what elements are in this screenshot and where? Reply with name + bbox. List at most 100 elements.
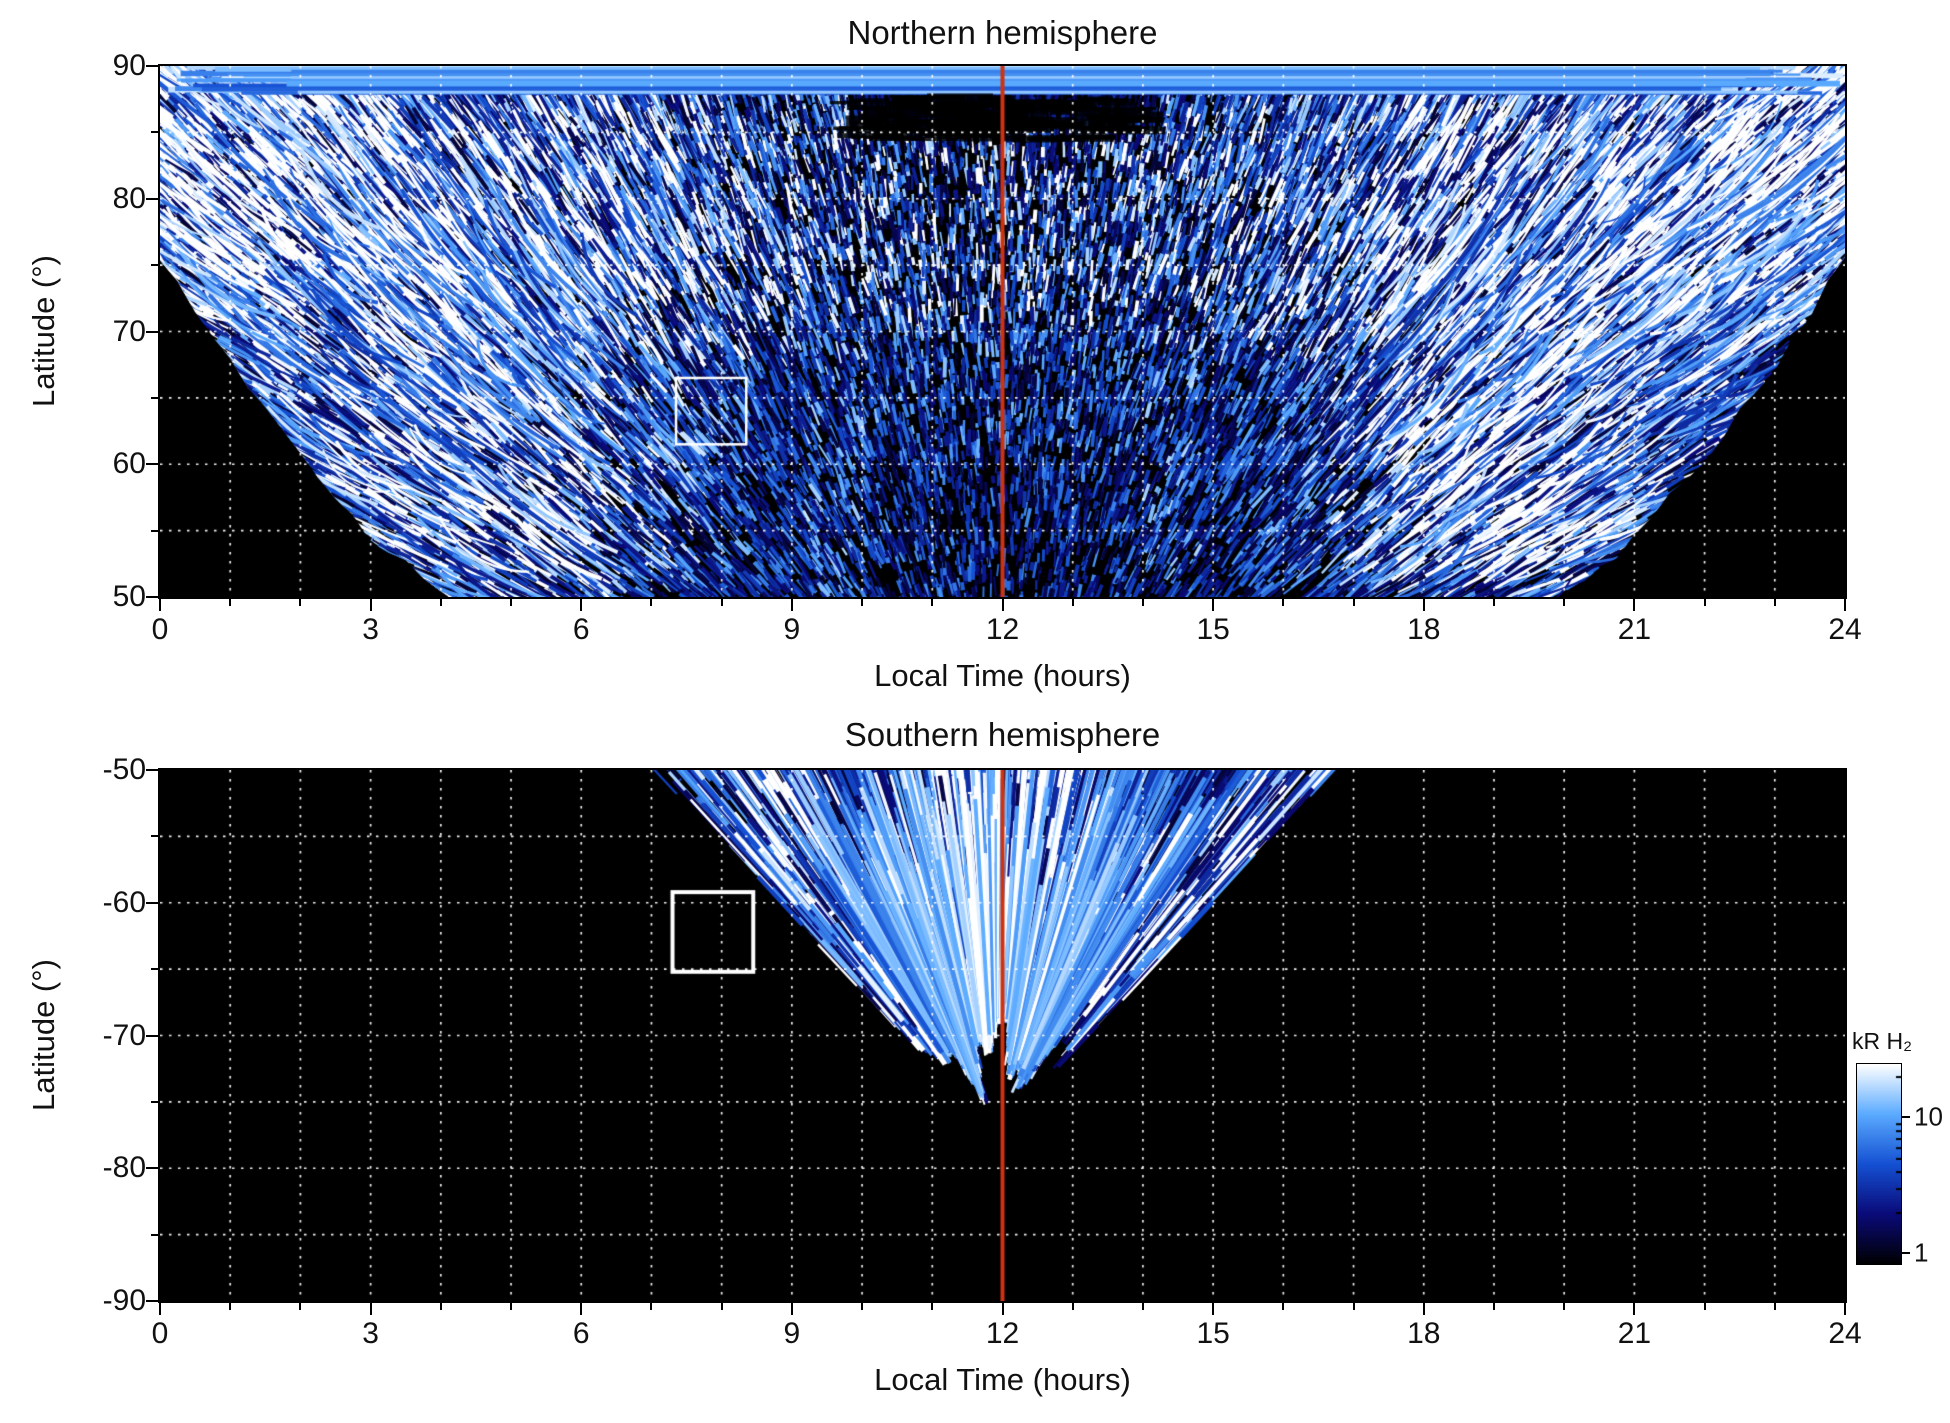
north-x-tick-label: 9 xyxy=(783,613,801,646)
colorbar-tick-label: 10 xyxy=(1914,1101,1943,1132)
north-y-tick-label: 70 xyxy=(112,314,146,348)
north-y-minor-tick xyxy=(151,529,158,532)
south-y-tick-mark xyxy=(146,769,158,771)
south-x-tick-label: 3 xyxy=(362,1317,379,1350)
north-x-minor-tick xyxy=(299,599,302,606)
south-x-minor-tick xyxy=(1352,1303,1355,1310)
south-x-tick-mark xyxy=(159,1303,161,1315)
north-x-minor-tick xyxy=(1703,599,1706,606)
north-x-tick-label: 3 xyxy=(362,613,379,646)
south-x-tick-label: 15 xyxy=(1196,1317,1230,1350)
north-x-tick-label: 6 xyxy=(572,613,590,646)
south-x-minor-tick xyxy=(1563,1303,1566,1310)
south-x-tick-label: 12 xyxy=(985,1317,1020,1350)
north-x-tick-mark xyxy=(1212,599,1215,611)
north-xlabel: Local Time (hours) xyxy=(874,658,1131,693)
south-x-tick-mark xyxy=(369,1303,372,1315)
north-title: Northern hemisphere xyxy=(847,14,1158,51)
north-x-tick-label: 0 xyxy=(151,613,169,646)
south-x-tick-label: 0 xyxy=(151,1317,169,1350)
north-ylabel: Latitude (°) xyxy=(26,255,61,407)
north-x-minor-tick xyxy=(1071,599,1074,606)
south-x-minor-tick xyxy=(1282,1303,1285,1310)
south-y-minor-tick xyxy=(151,1233,158,1236)
north-y-minor-tick xyxy=(151,131,158,134)
south-y-tick-label: -80 xyxy=(102,1151,146,1185)
north-x-tick-label: 12 xyxy=(985,613,1020,646)
south-x-minor-tick xyxy=(510,1303,513,1310)
south-y-tick-label: -70 xyxy=(102,1018,146,1052)
colorbar-tick-mark xyxy=(1902,1116,1910,1118)
north-y-tick-mark xyxy=(146,596,158,598)
south-x-tick-mark xyxy=(580,1303,583,1315)
south-y-tick-label: -60 xyxy=(102,885,146,919)
south-y-tick-mark xyxy=(146,1034,158,1037)
south-x-tick-label: 6 xyxy=(572,1317,590,1350)
south-y-tick-label: -50 xyxy=(102,753,146,786)
north-y-tick-label: 60 xyxy=(112,447,146,481)
south-y-minor-tick xyxy=(151,835,158,838)
north-x-minor-tick xyxy=(931,599,934,606)
south-x-minor-tick xyxy=(1141,1303,1144,1310)
north-x-minor-tick xyxy=(439,599,442,606)
north-x-tick-mark xyxy=(1422,599,1425,611)
south-plot-area xyxy=(158,768,1847,1303)
south-x-tick-mark xyxy=(1212,1303,1215,1315)
north-plot-area xyxy=(158,64,1847,599)
north-y-tick-label: 90 xyxy=(112,49,146,82)
north-y-minor-tick xyxy=(151,396,158,399)
colorbar-label: kR H₂ xyxy=(1852,1028,1913,1054)
colorbar-tick-mark xyxy=(1902,1252,1910,1254)
north-x-tick-mark xyxy=(159,599,161,611)
south-x-minor-tick xyxy=(1703,1303,1706,1310)
south-x-minor-tick xyxy=(1071,1303,1074,1310)
south-x-minor-tick xyxy=(1492,1303,1495,1310)
south-y-tick-label: -90 xyxy=(102,1284,146,1317)
north-x-tick-mark xyxy=(1001,599,1004,611)
south-y-minor-tick xyxy=(151,1100,158,1103)
south-x-tick-mark xyxy=(1001,1303,1004,1315)
north-y-tick-mark xyxy=(146,463,158,466)
colorbar-tick-label: 1 xyxy=(1914,1237,1929,1268)
north-x-minor-tick xyxy=(510,599,513,606)
north-heatmap xyxy=(160,66,1845,597)
south-x-tick-label: 9 xyxy=(783,1317,801,1350)
north-y-tick-label: 50 xyxy=(112,580,146,613)
north-x-minor-tick xyxy=(650,599,653,606)
north-x-tick-mark xyxy=(1844,599,1846,611)
north-x-minor-tick xyxy=(1492,599,1495,606)
south-y-tick-mark xyxy=(146,1300,158,1302)
north-x-minor-tick xyxy=(1563,599,1566,606)
north-x-minor-tick xyxy=(229,599,232,606)
north-x-minor-tick xyxy=(1141,599,1144,606)
north-x-tick-mark xyxy=(369,599,372,611)
south-y-tick-mark xyxy=(146,901,158,904)
south-ylabel: Latitude (°) xyxy=(26,959,61,1111)
north-y-tick-label: 80 xyxy=(112,181,146,215)
north-x-tick-mark xyxy=(790,599,793,611)
colorbar xyxy=(1856,1063,1902,1265)
north-x-tick-label: 18 xyxy=(1407,613,1441,646)
south-x-minor-tick xyxy=(931,1303,934,1310)
south-x-tick-mark xyxy=(1844,1303,1846,1315)
south-x-minor-tick xyxy=(861,1303,864,1310)
south-x-minor-tick xyxy=(229,1303,232,1310)
south-xlabel: Local Time (hours) xyxy=(874,1362,1131,1397)
north-y-minor-tick xyxy=(151,264,158,267)
south-x-tick-mark xyxy=(1633,1303,1636,1315)
south-x-minor-tick xyxy=(720,1303,723,1310)
south-x-minor-tick xyxy=(1773,1303,1776,1310)
north-x-minor-tick xyxy=(861,599,864,606)
north-x-tick-mark xyxy=(1633,599,1636,611)
north-x-minor-tick xyxy=(1282,599,1285,606)
south-x-tick-label: 18 xyxy=(1407,1317,1441,1350)
north-x-minor-tick xyxy=(1352,599,1355,606)
north-y-tick-mark xyxy=(146,330,158,333)
south-y-tick-mark xyxy=(146,1167,158,1170)
north-x-minor-tick xyxy=(1773,599,1776,606)
south-x-minor-tick xyxy=(439,1303,442,1310)
south-title: Southern hemisphere xyxy=(844,716,1161,753)
north-y-tick-mark xyxy=(146,65,158,67)
north-x-tick-label: 15 xyxy=(1196,613,1230,646)
